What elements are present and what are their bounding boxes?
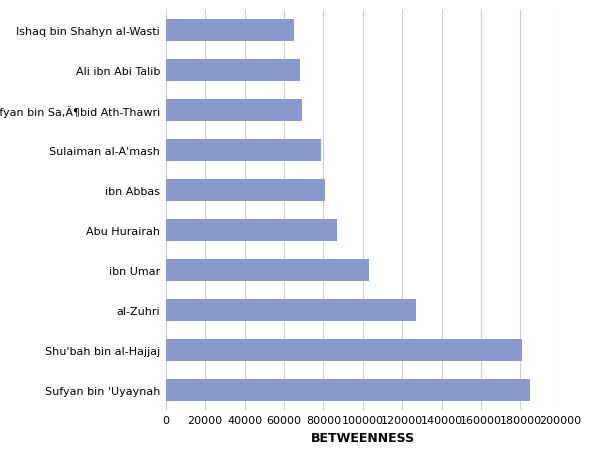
Bar xyxy=(166,180,326,202)
Bar xyxy=(166,379,530,402)
Bar xyxy=(166,260,369,282)
Bar xyxy=(166,220,337,242)
Bar xyxy=(166,340,522,362)
Bar xyxy=(166,100,302,122)
Bar xyxy=(166,300,416,322)
X-axis label: BETWEENNESS: BETWEENNESS xyxy=(311,431,415,444)
Bar xyxy=(166,20,294,42)
Bar xyxy=(166,140,321,162)
Bar xyxy=(166,60,300,82)
